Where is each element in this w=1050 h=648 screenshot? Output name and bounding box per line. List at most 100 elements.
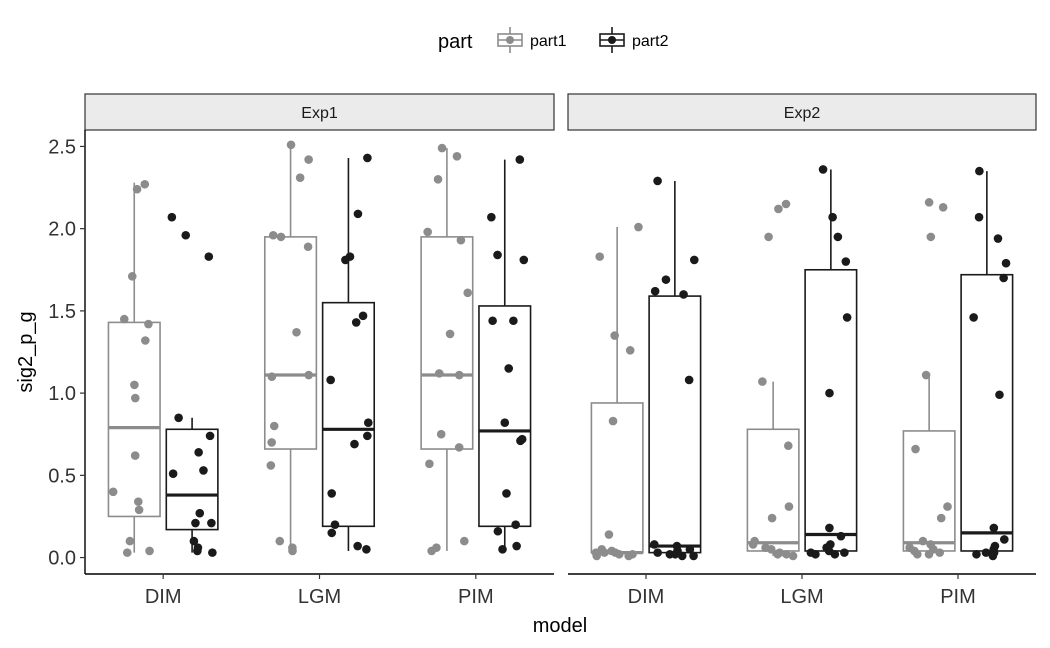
data-point: [327, 528, 337, 538]
data-point: [144, 319, 153, 329]
box-iqr: [165, 428, 219, 531]
data-point: [434, 369, 444, 378]
data-point: [267, 438, 276, 447]
data-point: [193, 546, 202, 556]
data-point: [498, 545, 507, 554]
legend-entry-part1: part1: [497, 27, 567, 53]
data-point: [774, 204, 783, 214]
data-point: [689, 551, 698, 561]
x-axis-title: model: [533, 615, 587, 637]
data-point: [634, 222, 643, 232]
data-point: [969, 313, 978, 322]
data-point: [199, 466, 208, 475]
data-point: [614, 549, 624, 559]
y-tick-label: 0.5: [48, 465, 76, 487]
x-tick-label: DIM: [145, 586, 182, 608]
data-point: [830, 549, 840, 559]
data-point: [767, 513, 777, 523]
data-point: [788, 551, 798, 561]
data-point: [454, 370, 464, 380]
data-point: [784, 502, 794, 511]
data-point: [981, 548, 991, 557]
data-point: [661, 275, 671, 284]
data-point: [108, 487, 118, 497]
data-point: [608, 416, 618, 426]
box-iqr: [804, 268, 858, 552]
x-tick-label: DIM: [628, 586, 665, 608]
box-dim-part1: [590, 222, 644, 561]
box-iqr: [902, 430, 956, 552]
data-point: [292, 327, 301, 337]
data-point: [174, 413, 183, 423]
data-point: [423, 227, 432, 237]
data-point: [781, 199, 791, 209]
data-point: [463, 288, 473, 298]
facet-strip: [84, 93, 555, 131]
x-tick-label: LGM: [780, 586, 823, 608]
data-point: [133, 497, 143, 506]
data-point: [911, 444, 920, 454]
x-tick-label: LGM: [298, 586, 341, 608]
data-point: [204, 252, 214, 261]
data-point: [993, 234, 1003, 243]
data-point: [134, 505, 144, 515]
data-point: [353, 541, 362, 551]
data-point: [295, 173, 305, 182]
legend-title: part: [438, 31, 473, 53]
data-point: [519, 255, 529, 265]
data-point: [924, 549, 934, 559]
y-axis-title: sig2_p_g: [15, 311, 37, 392]
data-point: [363, 418, 373, 428]
data-point: [748, 540, 758, 549]
data-point: [353, 209, 363, 219]
data-point: [684, 375, 694, 385]
data-point: [988, 551, 998, 561]
data-point: [303, 242, 313, 252]
data-point: [511, 520, 520, 529]
data-point: [167, 212, 177, 222]
legend-label: part2: [632, 33, 669, 50]
data-point: [679, 290, 688, 299]
data-point: [825, 388, 834, 398]
data-point: [935, 548, 945, 557]
data-point: [363, 153, 372, 163]
box-dim-part2: [648, 176, 702, 561]
data-point: [445, 329, 455, 339]
data-point: [515, 155, 525, 164]
data-point: [653, 548, 662, 557]
data-point: [269, 421, 279, 431]
data-point: [286, 140, 296, 150]
data-point: [782, 549, 791, 559]
data-point: [841, 257, 851, 266]
data-point: [784, 441, 793, 451]
data-point: [125, 536, 135, 546]
data-point: [999, 273, 1008, 283]
data-point: [828, 212, 837, 222]
data-point: [975, 166, 984, 176]
box-pim-part1: [902, 198, 956, 559]
data-point: [972, 549, 981, 559]
data-point: [773, 549, 782, 559]
data-point: [168, 469, 178, 478]
data-point: [625, 346, 635, 355]
data-point: [436, 429, 446, 439]
data-point: [330, 520, 340, 529]
data-point: [677, 551, 687, 561]
panel-exp2: Exp2 DIM LGM PIM: [567, 93, 1037, 608]
data-point: [504, 364, 514, 373]
data-point: [764, 232, 773, 242]
panel-exp1: Exp1 DIM LGM PIM: [84, 93, 555, 608]
data-point: [811, 549, 820, 559]
y-tick-label: 1.0: [48, 383, 76, 405]
data-point: [362, 545, 371, 554]
box-iqr: [263, 236, 318, 450]
y-tick-label: 2.5: [48, 136, 76, 158]
data-point: [595, 252, 605, 261]
data-point: [452, 152, 462, 161]
data-point: [425, 459, 434, 469]
data-point: [1001, 258, 1011, 268]
data-point: [304, 155, 313, 164]
data-point: [818, 165, 828, 174]
data-point: [304, 370, 314, 380]
data-point: [268, 230, 278, 240]
